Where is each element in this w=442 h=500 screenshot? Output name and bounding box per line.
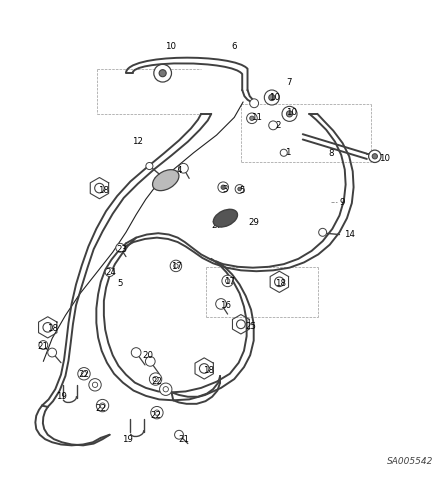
Circle shape: [269, 121, 278, 130]
Circle shape: [269, 94, 275, 100]
Circle shape: [264, 90, 279, 105]
Text: 17: 17: [171, 262, 182, 272]
Circle shape: [235, 184, 244, 194]
Text: 24: 24: [105, 268, 116, 278]
Circle shape: [319, 228, 327, 236]
Circle shape: [221, 185, 225, 190]
Text: 26: 26: [154, 177, 164, 186]
Circle shape: [43, 322, 53, 332]
Text: 18: 18: [47, 324, 57, 333]
Circle shape: [146, 162, 153, 170]
Circle shape: [131, 348, 141, 358]
Circle shape: [170, 260, 182, 272]
Text: 7: 7: [287, 78, 292, 86]
Circle shape: [369, 150, 381, 162]
Text: 18: 18: [203, 366, 214, 374]
Text: 12: 12: [132, 137, 142, 146]
Text: 27: 27: [211, 221, 222, 230]
Circle shape: [96, 400, 109, 412]
Text: 5: 5: [240, 186, 245, 195]
Circle shape: [216, 298, 226, 309]
Circle shape: [48, 348, 57, 357]
Circle shape: [153, 376, 158, 382]
Circle shape: [286, 111, 293, 117]
Text: 10: 10: [165, 42, 175, 51]
Circle shape: [174, 264, 178, 268]
Circle shape: [81, 371, 87, 376]
Circle shape: [175, 430, 183, 439]
Circle shape: [149, 373, 162, 386]
Circle shape: [100, 403, 105, 408]
Text: 16: 16: [220, 300, 231, 310]
Text: 22: 22: [152, 377, 162, 386]
Circle shape: [163, 386, 168, 392]
Circle shape: [78, 368, 90, 380]
Circle shape: [250, 99, 259, 108]
Text: 9: 9: [340, 198, 345, 207]
Text: 18: 18: [275, 278, 286, 287]
Text: 8: 8: [329, 149, 334, 158]
Circle shape: [89, 378, 101, 391]
Circle shape: [95, 184, 104, 193]
Text: 2: 2: [276, 121, 281, 130]
Text: 14: 14: [344, 230, 354, 239]
Circle shape: [247, 113, 257, 124]
Text: 17: 17: [225, 278, 235, 286]
Text: 5: 5: [118, 278, 123, 287]
Circle shape: [39, 340, 48, 349]
Text: 19: 19: [56, 392, 66, 401]
Circle shape: [250, 116, 254, 120]
Text: 4: 4: [176, 166, 182, 175]
Circle shape: [236, 320, 245, 328]
Text: 20: 20: [143, 350, 153, 360]
Text: 19: 19: [122, 434, 133, 444]
Circle shape: [92, 382, 98, 388]
Text: 21: 21: [178, 434, 189, 444]
Text: 25: 25: [246, 322, 256, 330]
Circle shape: [116, 244, 125, 252]
Circle shape: [282, 106, 297, 122]
Text: 18: 18: [99, 186, 109, 195]
Text: 10: 10: [269, 93, 279, 102]
Circle shape: [199, 364, 209, 373]
Text: 29: 29: [249, 218, 259, 227]
Circle shape: [160, 383, 172, 396]
Circle shape: [280, 149, 287, 156]
Circle shape: [274, 277, 284, 286]
Circle shape: [225, 278, 230, 283]
Circle shape: [154, 64, 171, 82]
Text: 6: 6: [232, 42, 237, 51]
Circle shape: [218, 182, 229, 192]
Circle shape: [222, 275, 233, 286]
Text: 23: 23: [116, 244, 127, 254]
Circle shape: [372, 154, 377, 159]
Text: SA005542: SA005542: [387, 456, 433, 466]
Text: 21: 21: [38, 342, 49, 351]
Text: 10: 10: [379, 154, 390, 162]
Text: 22: 22: [150, 411, 161, 420]
Text: 1: 1: [285, 148, 290, 158]
Circle shape: [238, 187, 241, 191]
Circle shape: [151, 406, 163, 419]
Text: 10: 10: [286, 108, 297, 118]
Ellipse shape: [152, 170, 179, 190]
Circle shape: [159, 70, 166, 76]
Text: 3: 3: [223, 184, 228, 194]
Circle shape: [179, 164, 188, 173]
Circle shape: [154, 410, 160, 416]
Circle shape: [145, 356, 155, 366]
Text: 22: 22: [79, 370, 89, 379]
Text: 22: 22: [95, 404, 106, 412]
Ellipse shape: [213, 210, 237, 227]
Text: 11: 11: [251, 113, 262, 122]
Circle shape: [105, 268, 114, 276]
